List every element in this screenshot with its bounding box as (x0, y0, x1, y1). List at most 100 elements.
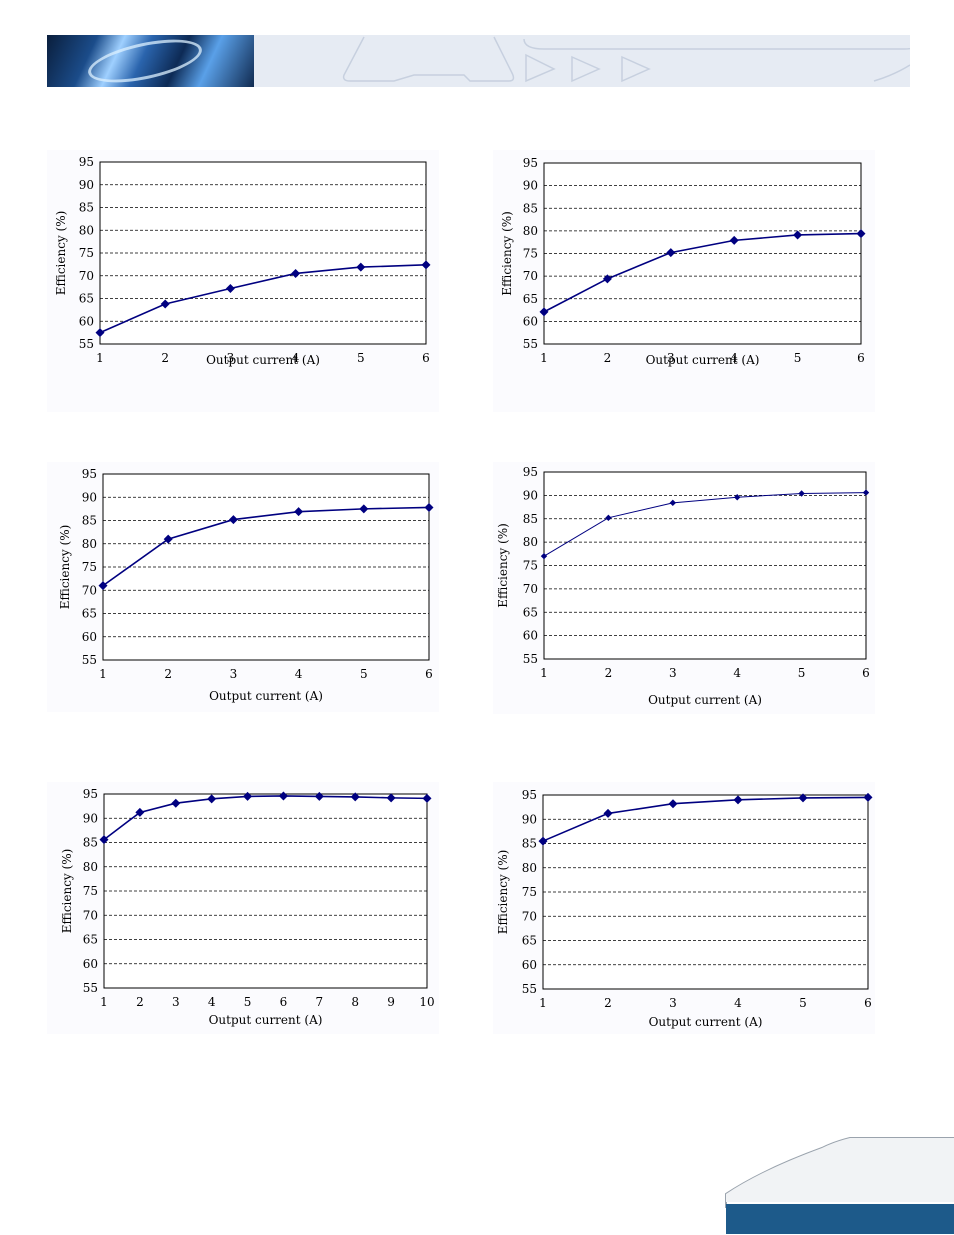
x-tick-label: 1 (540, 351, 548, 365)
data-point (424, 502, 434, 512)
x-tick-label: 1 (540, 666, 548, 680)
x-tick-label: 9 (387, 995, 395, 1009)
data-point (602, 274, 612, 284)
data-point (135, 807, 145, 817)
series-line (102, 506, 430, 587)
y-tick-label: 75 (82, 560, 97, 574)
y-axis-label: Efficiency (%) (60, 849, 74, 934)
y-tick-label: 95 (79, 155, 94, 169)
data-point (359, 504, 369, 514)
y-tick-label: 85 (82, 514, 97, 528)
data-point (668, 799, 678, 809)
data-point (666, 248, 676, 258)
efficiency-chart-5: 55 60 65 70 75 80 85 90 95 1 2 3 4 5 6 7 8 9 10 Output curr… (47, 782, 439, 1034)
data-point (350, 792, 360, 802)
data-point (171, 798, 181, 808)
efficiency-chart-4: 55 60 65 70 75 80 85 90 95 1 2 3 4 5 6 Output current (… (493, 462, 875, 714)
x-axis-label: Output current (A) (649, 1015, 763, 1029)
y-tick-label: 90 (522, 812, 537, 826)
y-axis-label: Efficiency (%) (496, 850, 510, 935)
y-tick-label: 60 (522, 958, 537, 972)
y-tick-label: 90 (523, 488, 538, 502)
x-tick-label: 4 (292, 351, 300, 365)
y-axis-label: Efficiency (%) (54, 211, 68, 296)
y-tick-label: 55 (522, 982, 537, 996)
x-tick-label: 1 (96, 351, 104, 365)
x-tick-label: 2 (604, 351, 612, 365)
header-decoration (342, 36, 910, 83)
y-tick-label: 85 (79, 201, 94, 215)
data-point (98, 581, 108, 591)
x-tick-label: 4 (730, 351, 738, 365)
data-point (386, 793, 396, 803)
y-tick-label: 65 (82, 607, 97, 621)
y-tick-label: 55 (523, 652, 538, 666)
data-point (856, 229, 866, 239)
efficiency-chart-3: 55 60 65 70 75 80 85 90 95 1 2 3 4 5 6 Output current (… (47, 462, 439, 712)
data-point (314, 791, 324, 801)
data-point (99, 835, 109, 845)
x-tick-label: 4 (295, 667, 303, 681)
data-point (95, 328, 105, 338)
data-point (163, 534, 173, 544)
x-tick-label: 2 (604, 996, 612, 1010)
x-tick-label: 6 (422, 351, 430, 365)
x-tick-label: 4 (734, 996, 742, 1010)
y-tick-label: 55 (79, 337, 94, 351)
data-point (243, 791, 253, 801)
x-tick-label: 6 (425, 667, 433, 681)
data-point (278, 791, 288, 801)
y-tick-label: 65 (523, 605, 538, 619)
data-point (421, 260, 431, 270)
data-point (540, 552, 548, 560)
data-point (603, 808, 613, 818)
data-point (228, 515, 238, 525)
y-tick-label: 60 (83, 957, 98, 971)
data-point (798, 490, 805, 497)
data-point (798, 793, 808, 803)
y-tick-label: 90 (82, 490, 97, 504)
y-tick-label: 80 (79, 223, 94, 237)
data-point (160, 299, 170, 309)
x-tick-label: 4 (733, 666, 741, 680)
y-tick-label: 60 (82, 630, 97, 644)
y-axis-label: Efficiency (%) (496, 523, 510, 608)
y-tick-label: 95 (82, 467, 97, 481)
y-tick-label: 70 (79, 269, 94, 283)
y-tick-label: 75 (79, 246, 94, 260)
series-line (99, 264, 427, 334)
y-tick-label: 65 (83, 933, 98, 947)
footer-bar (726, 1204, 954, 1234)
x-axis-label: Output current (A) (648, 693, 762, 707)
data-point (538, 836, 548, 846)
x-tick-label: 6 (280, 995, 288, 1009)
x-tick-label: 8 (351, 995, 359, 1009)
data-point (294, 507, 304, 517)
x-tick-label: 3 (227, 351, 235, 365)
efficiency-chart-6: 55 60 65 70 75 80 85 90 95 1 2 3 4 5 6 Output current (… (493, 782, 875, 1034)
x-tick-label: 5 (799, 996, 807, 1010)
y-tick-label: 75 (523, 247, 538, 261)
y-tick-label: 75 (523, 559, 538, 573)
x-tick-label: 2 (161, 351, 169, 365)
x-tick-label: 6 (862, 666, 870, 680)
y-tick-label: 85 (523, 201, 538, 215)
y-tick-label: 65 (523, 292, 538, 306)
y-tick-label: 55 (82, 653, 97, 667)
y-tick-label: 60 (79, 314, 94, 328)
y-tick-label: 55 (523, 337, 538, 351)
series-line (543, 492, 867, 557)
data-point (422, 793, 432, 803)
y-tick-label: 75 (83, 884, 98, 898)
y-tick-label: 80 (523, 224, 538, 238)
x-tick-label: 5 (798, 666, 806, 680)
y-tick-label: 90 (523, 179, 538, 193)
data-point (356, 262, 366, 272)
series-line (543, 232, 862, 313)
data-point (539, 307, 549, 317)
y-axis-label: Efficiency (%) (500, 211, 514, 296)
y-tick-label: 70 (83, 908, 98, 922)
y-tick-label: 60 (523, 629, 538, 643)
x-axis-label: Output current (A) (209, 689, 323, 703)
y-tick-label: 95 (523, 465, 538, 479)
